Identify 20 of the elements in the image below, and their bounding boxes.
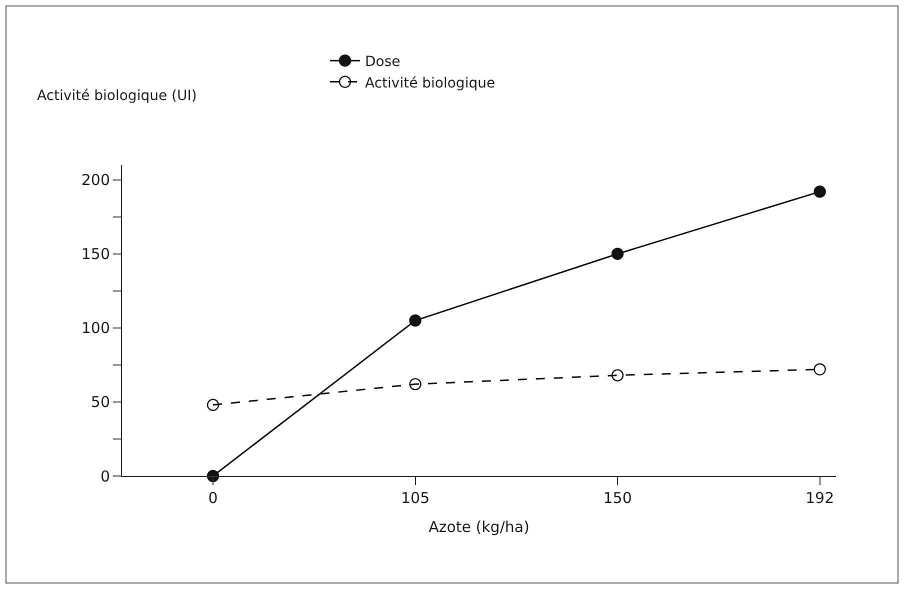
legend-label: Dose [365, 54, 400, 70]
y-axis-title: Activité biologique (UI) [37, 88, 197, 104]
x-axis-title: Azote (kg/ha) [428, 518, 530, 536]
x-tick-label: 105 [400, 489, 430, 507]
x-tick-label: 150 [603, 489, 632, 507]
point [409, 314, 422, 327]
point [611, 248, 624, 260]
point [206, 398, 220, 412]
y-tick-label: 50 [90, 393, 110, 412]
y-tick-label: 150 [81, 245, 110, 264]
y-tick-label: 200 [81, 171, 110, 190]
x-tick-label: 0 [208, 489, 218, 507]
point [814, 186, 826, 198]
x-tick-label: 192 [806, 489, 834, 507]
point [814, 363, 826, 376]
y-tick-label: 0 [100, 467, 110, 486]
point [409, 378, 422, 390]
point [611, 369, 624, 382]
y-tick-label: 100 [81, 319, 110, 338]
legend-label: Activité biologique [365, 75, 496, 92]
